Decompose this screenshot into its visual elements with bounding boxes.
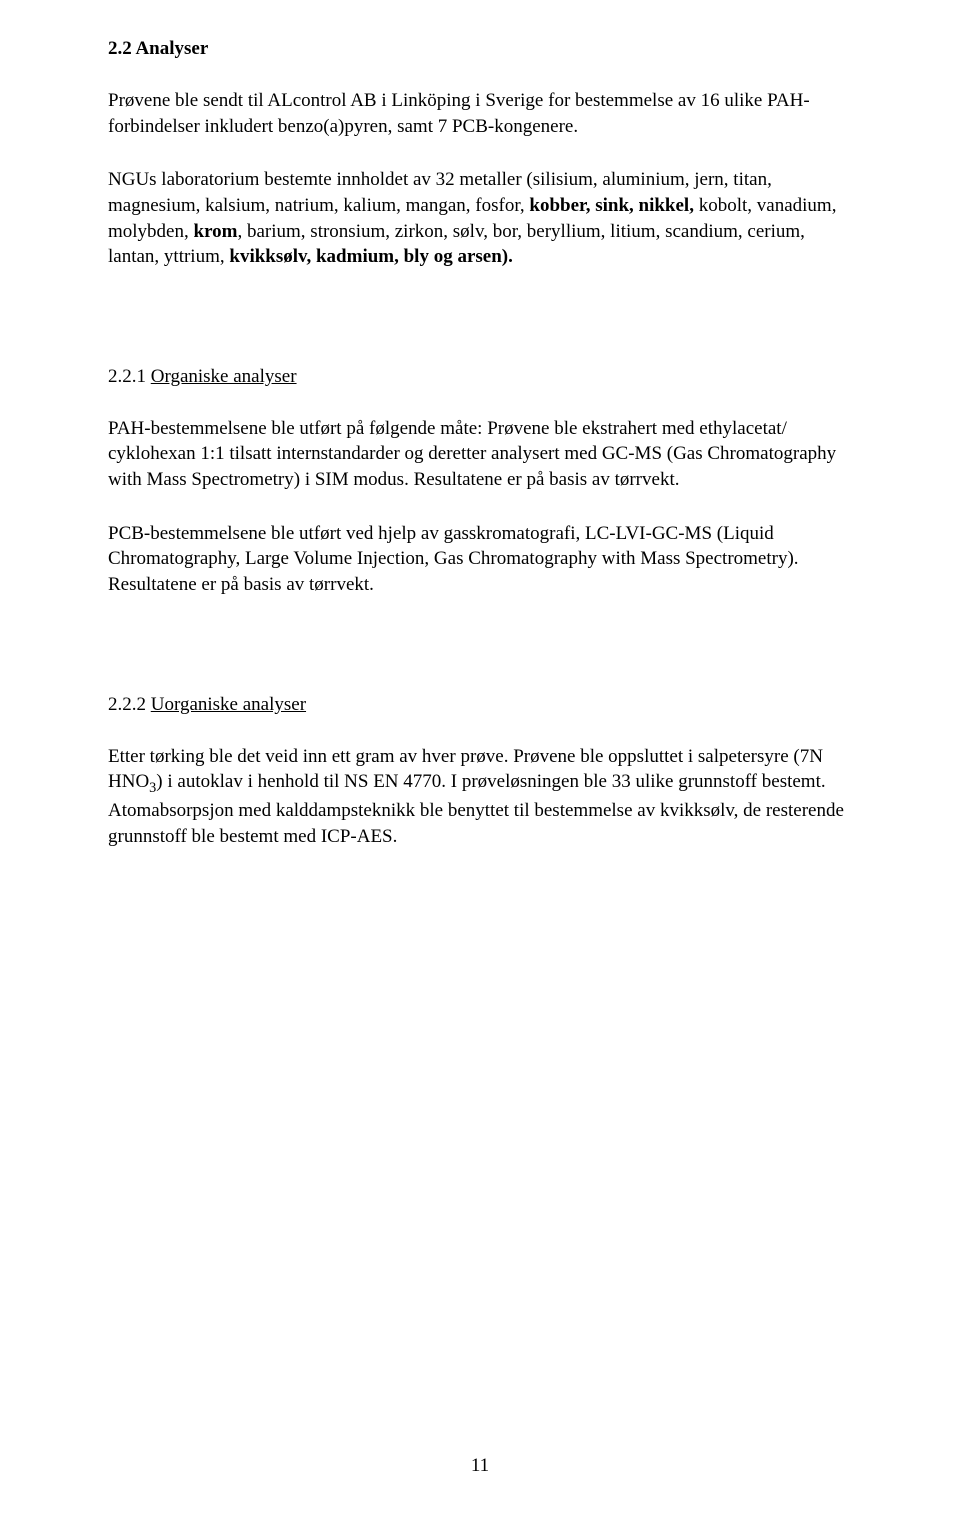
paragraph: Etter tørking ble det veid inn ett gram … [108,744,852,850]
section-heading-2-2-1: 2.2.1 Organiske analyser [108,366,852,388]
heading-number: 2.2.1 [108,366,151,387]
page-number: 11 [0,1455,960,1477]
paragraph: NGUs laboratorium bestemte innholdet av … [108,167,852,270]
text-run: ) i autoklav i henhold til NS EN 4770. I… [108,771,844,847]
paragraph: PCB-bestemmelsene ble utført ved hjelp a… [108,521,852,598]
text-run-bold: kvikksølv, kadmium, bly og arsen). [229,246,513,267]
heading-text: Uorganiske analyser [151,694,306,715]
text-run-bold: kobber, sink, nikkel, [529,195,694,216]
paragraph: PAH-bestemmelsene ble utført på følgende… [108,416,852,493]
spacer [108,298,852,366]
heading-number: 2.2.2 [108,694,151,715]
spacer [108,626,852,694]
document-page: 2.2 Analyser Prøvene ble sendt til ALcon… [0,0,960,1517]
section-heading-2-2-2: 2.2.2 Uorganiske analyser [108,694,852,716]
paragraph: Prøvene ble sendt til ALcontrol AB i Lin… [108,88,852,139]
heading-text: Organiske analyser [151,366,297,387]
text-run-bold: krom [194,221,238,242]
section-heading-2-2: 2.2 Analyser [108,38,852,60]
